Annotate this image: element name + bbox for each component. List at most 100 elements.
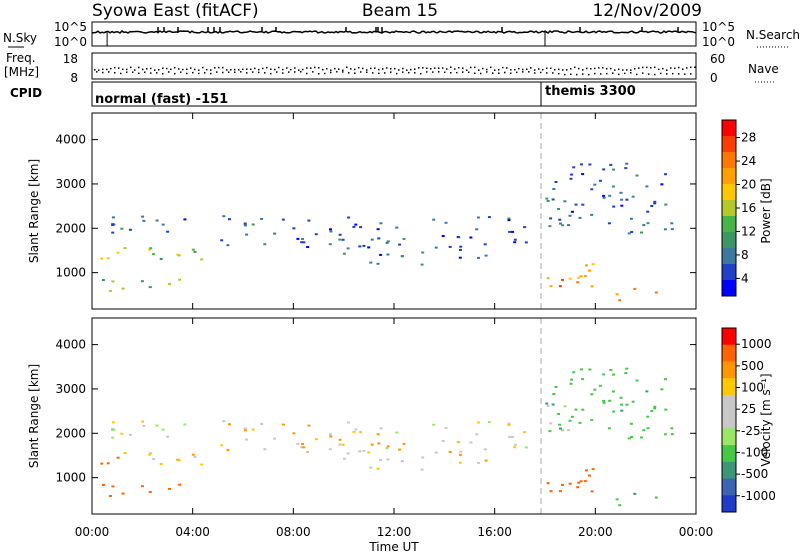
scatter-cell — [549, 217, 553, 220]
nave-point — [384, 72, 386, 74]
scatter-cell — [508, 435, 512, 438]
scatter-cell — [448, 450, 452, 453]
freq-point — [674, 67, 676, 70]
freq-point — [366, 69, 368, 71]
scatter-cell — [183, 423, 187, 426]
scatter-cell — [546, 405, 550, 407]
nave-point — [348, 72, 350, 74]
freq-point — [630, 69, 632, 71]
time-x-axis: 00:00 04:00 08:00 12:00 16:00 20:00 00:00 — [75, 113, 713, 539]
scatter-cell — [111, 429, 115, 431]
scatter-cell — [111, 421, 115, 424]
freq-point — [694, 66, 696, 68]
scatter-cell — [607, 427, 611, 430]
scatter-cell — [292, 432, 296, 435]
scatter-cell — [611, 390, 615, 393]
scatter-cell — [101, 279, 105, 281]
scatter-cell — [654, 291, 658, 294]
scatter-cell — [483, 243, 487, 246]
freq-point — [274, 68, 276, 71]
nave-point — [600, 73, 602, 75]
velocity-y-axis-label: Slant Range [km] — [27, 364, 41, 468]
nave-point — [420, 72, 422, 75]
colorbar-swatch — [722, 378, 736, 396]
nave-point — [240, 71, 242, 73]
nsky-trace — [92, 27, 697, 46]
scatter-cell — [625, 367, 629, 370]
scatter-cell — [619, 191, 623, 194]
scatter-cell — [602, 373, 606, 376]
freq-point — [330, 69, 332, 71]
scatter-cell — [646, 427, 650, 430]
colorbar-swatch — [722, 248, 736, 265]
scatter-cell — [166, 230, 170, 233]
colorbar-swatch — [722, 264, 736, 281]
scatter-cell — [367, 451, 371, 454]
scatter-cell — [111, 280, 115, 283]
scatter-cell — [386, 458, 390, 461]
scatter-cell — [183, 218, 187, 221]
scatter-cell — [546, 277, 550, 280]
x-tick-label: 12:00 — [377, 525, 412, 539]
scatter-cell — [569, 382, 573, 385]
scatter-cell — [444, 221, 448, 224]
freq-point — [206, 68, 208, 71]
scatter-cell — [168, 487, 171, 490]
scatter-cell — [545, 402, 549, 405]
nave-point — [510, 72, 512, 75]
scatter-cell — [558, 490, 562, 493]
scatter-cell — [558, 285, 562, 288]
scatter-cell — [620, 403, 624, 406]
scatter-cell — [642, 224, 646, 227]
freq-label-line1: Freq. — [6, 51, 36, 65]
freq-point — [334, 67, 336, 70]
nave-point — [330, 71, 332, 74]
scatter-cell — [395, 226, 399, 229]
scatter-cell — [459, 245, 463, 248]
scatter-cell — [523, 226, 527, 229]
colorbar-swatch — [722, 280, 736, 297]
freq-point — [498, 69, 500, 71]
colorbar-swatch — [722, 184, 736, 201]
nave-point — [528, 71, 530, 73]
scatter-cell — [475, 433, 479, 436]
nave-point — [678, 73, 680, 75]
scatter-cell — [342, 252, 346, 255]
scatter-cell — [645, 185, 649, 188]
scatter-cell — [296, 237, 300, 240]
scatter-cell — [568, 482, 572, 485]
freq-point — [218, 66, 220, 69]
freq-point — [354, 68, 356, 71]
freq-point — [578, 67, 580, 70]
nave-trace — [96, 71, 692, 76]
scatter-cell — [121, 287, 125, 290]
scatter-cell — [664, 203, 668, 206]
freq-point — [422, 67, 424, 69]
scatter-cell — [653, 407, 657, 410]
colorbar-tick-label: 12 — [741, 224, 756, 238]
scatter-cell — [646, 222, 650, 225]
scatter-cell — [352, 430, 356, 433]
freq-tick-low: 8 — [70, 71, 78, 85]
freq-point — [626, 69, 628, 71]
nave-point — [114, 72, 116, 74]
scatter-cell — [354, 428, 358, 431]
scatter-cell — [376, 262, 380, 265]
scatter-cell — [359, 226, 363, 229]
scatter-cell — [572, 166, 576, 169]
nave-point — [144, 71, 146, 74]
freq-point — [150, 67, 152, 70]
scatter-cell — [362, 449, 366, 452]
scatter-cell — [166, 435, 170, 438]
nave-label: Nave — [748, 62, 779, 76]
y-tick-label: 1000 — [55, 266, 86, 280]
scatter-cell — [441, 235, 445, 237]
scatter-cell — [385, 446, 389, 449]
nave-tick-high: 60 — [710, 52, 725, 66]
scatter-cell — [101, 484, 105, 486]
scatter-cell — [106, 257, 110, 260]
scatter-cell — [612, 373, 615, 376]
scatter-cell — [281, 218, 285, 221]
scatter-cell — [484, 254, 488, 257]
nave-point — [210, 72, 212, 75]
